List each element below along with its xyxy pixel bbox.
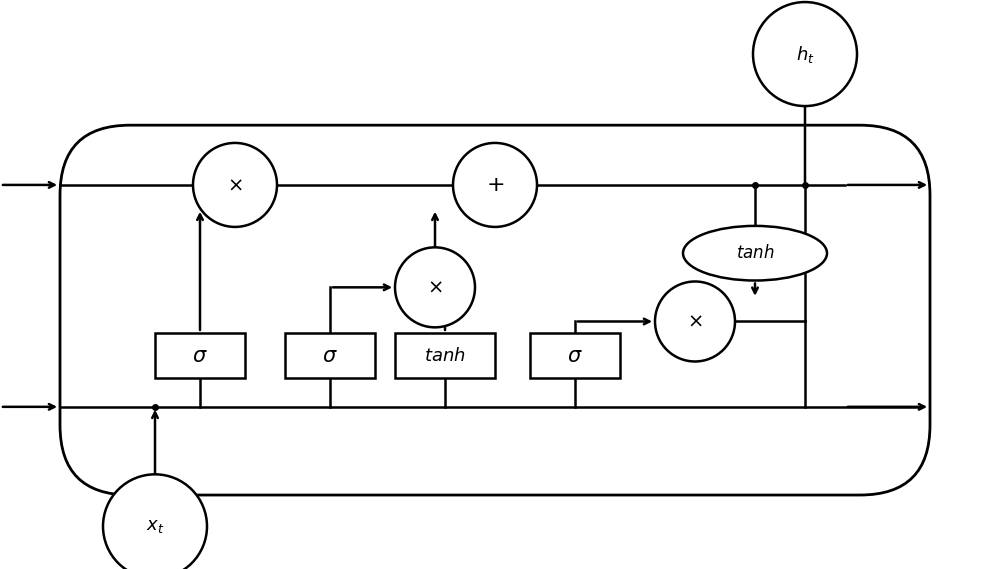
Text: $x_t$: $x_t$	[146, 517, 164, 535]
FancyBboxPatch shape	[155, 333, 245, 378]
Text: $tanh$: $tanh$	[736, 244, 774, 262]
FancyBboxPatch shape	[285, 333, 375, 378]
Text: $\times$: $\times$	[687, 312, 703, 331]
Circle shape	[453, 143, 537, 227]
Circle shape	[103, 475, 207, 569]
Text: $\times$: $\times$	[227, 175, 243, 195]
Text: $\sigma$: $\sigma$	[567, 345, 583, 366]
Circle shape	[753, 2, 857, 106]
Circle shape	[193, 143, 277, 227]
Circle shape	[395, 248, 475, 327]
Text: $\sigma$: $\sigma$	[192, 345, 208, 366]
Text: $tanh$: $tanh$	[424, 347, 466, 365]
Circle shape	[655, 282, 735, 361]
FancyBboxPatch shape	[395, 333, 495, 378]
FancyBboxPatch shape	[530, 333, 620, 378]
Text: $h_t$: $h_t$	[796, 44, 814, 64]
Text: $\sigma$: $\sigma$	[322, 345, 338, 366]
FancyBboxPatch shape	[60, 125, 930, 495]
Text: $\times$: $\times$	[427, 278, 443, 297]
Text: $+$: $+$	[486, 175, 504, 195]
Ellipse shape	[683, 226, 827, 281]
